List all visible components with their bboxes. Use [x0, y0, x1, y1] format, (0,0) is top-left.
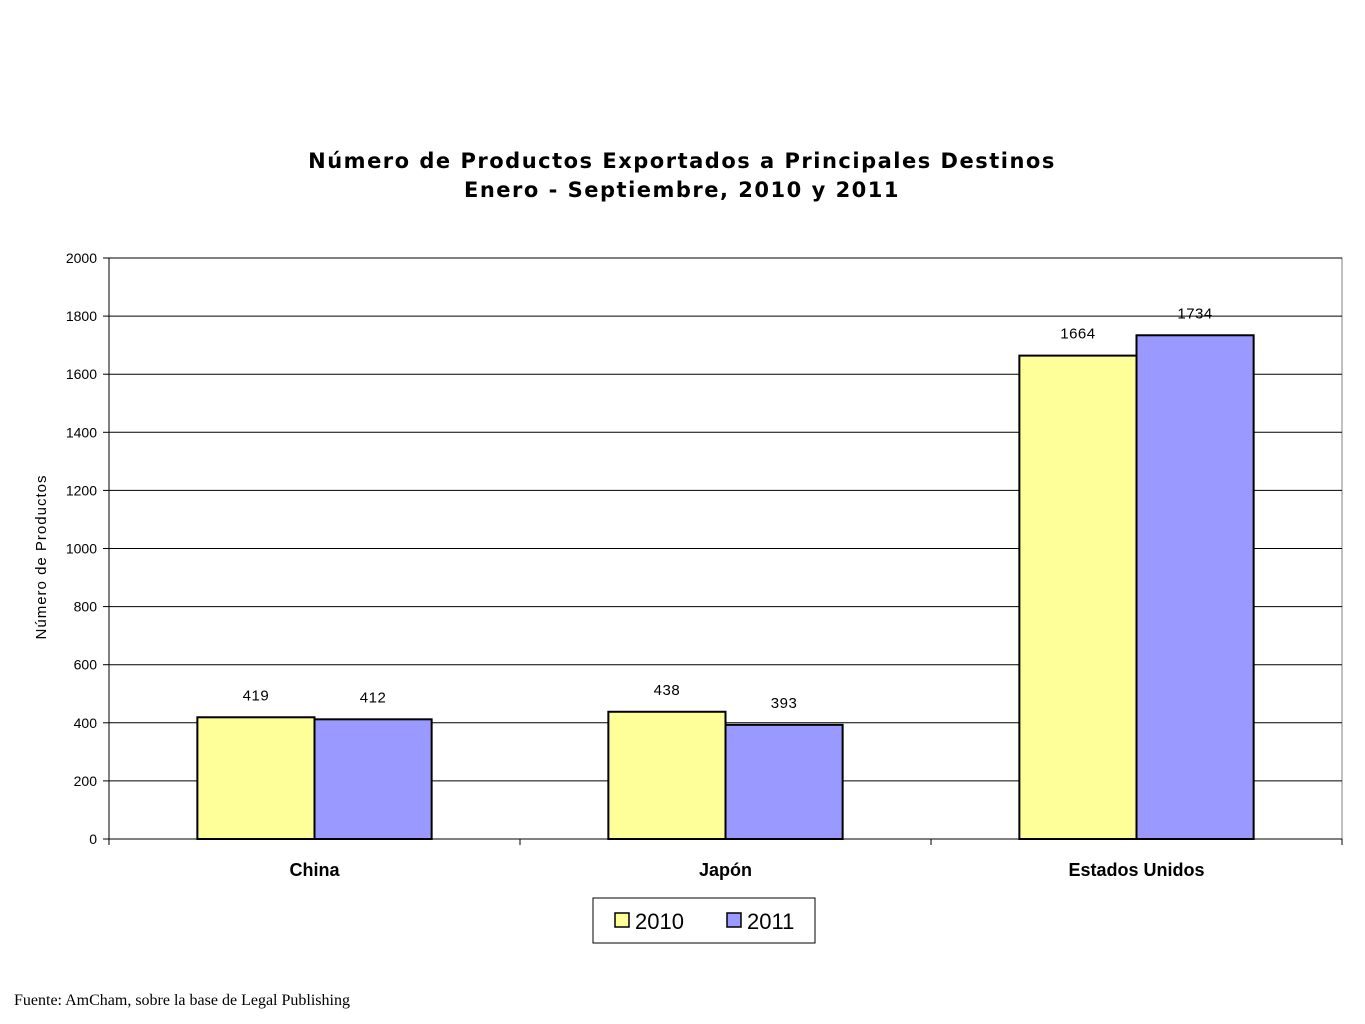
legend: 2010 2011 [592, 897, 816, 944]
bar-2011 [1135, 334, 1255, 840]
y-tick-label: 800 [74, 599, 98, 615]
bar-2010 [1018, 354, 1138, 840]
plot-area: 0 200 400 600 800 1000 1200 1400 1600 1800 2000 419… [66, 250, 1343, 880]
y-tick-label: 1800 [66, 308, 97, 324]
chart-title-line-1: Número de Productos Exportados a Princip… [308, 149, 1056, 173]
legend-swatch-2010 [614, 912, 630, 928]
legend-label: 2010 [635, 909, 684, 934]
y-tick-label: 1200 [66, 482, 97, 498]
legend-label: 2011 [747, 909, 794, 934]
y-axis-label: Número de Productos [33, 475, 50, 640]
legend-box [592, 897, 816, 944]
y-tick-label: 600 [74, 657, 98, 673]
chart-title-line-2: Enero - Septiembre, 2010 y 2011 [464, 178, 900, 202]
y-tick-label: 1400 [66, 424, 97, 440]
y-tick-label: 400 [74, 715, 98, 731]
y-tick-label: 1600 [66, 366, 97, 382]
data-label: 1664 [1060, 326, 1095, 343]
bar-2010 [196, 716, 316, 841]
data-label: 438 [654, 682, 681, 699]
data-label: 419 [243, 687, 270, 704]
y-tick-label: 200 [74, 773, 98, 789]
x-category-label: China [289, 860, 340, 880]
bar-2011 [313, 718, 433, 841]
legend-swatch-2011 [726, 912, 742, 928]
source-note: Fuente: AmCham, sobre la base de Legal P… [14, 992, 350, 1009]
bar-2010 [607, 710, 727, 840]
y-tick-label: 0 [89, 831, 97, 847]
y-tick-label: 1000 [66, 541, 97, 557]
data-label: 393 [771, 695, 798, 712]
data-label: 412 [360, 689, 387, 706]
x-category-label: Estados Unidos [1068, 860, 1204, 880]
data-label: 1734 [1177, 305, 1212, 322]
bar-2011 [724, 723, 844, 840]
y-tick-label: 2000 [66, 250, 97, 266]
x-category-label: Japón [699, 860, 752, 880]
